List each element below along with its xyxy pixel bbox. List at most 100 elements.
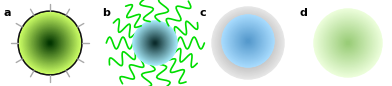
Circle shape	[237, 30, 260, 52]
Circle shape	[138, 26, 172, 60]
Circle shape	[43, 36, 57, 50]
Circle shape	[145, 33, 165, 53]
Circle shape	[146, 34, 164, 52]
Circle shape	[136, 23, 174, 63]
Circle shape	[244, 39, 252, 47]
Circle shape	[235, 28, 261, 54]
Circle shape	[233, 28, 263, 58]
Circle shape	[247, 40, 249, 42]
Circle shape	[334, 29, 363, 57]
Circle shape	[321, 16, 375, 70]
Circle shape	[149, 37, 161, 49]
Circle shape	[327, 22, 369, 64]
Circle shape	[347, 42, 349, 44]
Circle shape	[225, 18, 271, 64]
Circle shape	[34, 27, 66, 59]
Circle shape	[147, 35, 163, 51]
Circle shape	[223, 18, 273, 68]
Circle shape	[316, 11, 380, 75]
Circle shape	[42, 35, 58, 51]
Circle shape	[247, 42, 249, 44]
Circle shape	[339, 34, 356, 52]
Circle shape	[314, 9, 382, 77]
Circle shape	[243, 38, 253, 48]
Circle shape	[215, 10, 281, 76]
Circle shape	[241, 34, 255, 48]
Circle shape	[236, 31, 260, 55]
Circle shape	[241, 34, 255, 48]
Circle shape	[236, 29, 260, 53]
Circle shape	[42, 35, 58, 51]
Circle shape	[152, 40, 158, 46]
Circle shape	[20, 13, 80, 73]
Circle shape	[221, 16, 275, 70]
Circle shape	[217, 12, 279, 74]
Circle shape	[324, 19, 372, 67]
Circle shape	[146, 34, 164, 52]
Circle shape	[230, 23, 266, 59]
Circle shape	[341, 36, 355, 50]
Circle shape	[229, 22, 267, 60]
Circle shape	[318, 12, 379, 74]
Circle shape	[240, 33, 256, 49]
Circle shape	[145, 33, 165, 53]
Circle shape	[344, 39, 352, 47]
Circle shape	[242, 35, 254, 47]
Circle shape	[138, 26, 172, 60]
Text: c: c	[200, 8, 207, 18]
Circle shape	[46, 39, 54, 47]
Circle shape	[330, 26, 365, 60]
Circle shape	[24, 16, 76, 70]
Circle shape	[227, 22, 269, 64]
Circle shape	[237, 30, 259, 52]
Circle shape	[230, 25, 265, 61]
Circle shape	[24, 17, 76, 69]
Circle shape	[20, 13, 80, 73]
Circle shape	[231, 24, 265, 58]
Circle shape	[145, 33, 165, 53]
Circle shape	[38, 31, 62, 55]
Circle shape	[234, 29, 261, 57]
Circle shape	[150, 38, 160, 48]
Circle shape	[214, 9, 282, 77]
Circle shape	[338, 33, 358, 53]
Circle shape	[142, 30, 168, 56]
Circle shape	[222, 17, 274, 69]
Circle shape	[40, 33, 60, 53]
Circle shape	[230, 25, 266, 61]
Circle shape	[147, 35, 163, 51]
Circle shape	[25, 18, 75, 68]
Circle shape	[32, 25, 68, 61]
Circle shape	[144, 32, 166, 54]
Circle shape	[323, 18, 373, 68]
Circle shape	[153, 41, 157, 45]
Circle shape	[213, 8, 283, 78]
Circle shape	[218, 13, 278, 73]
Circle shape	[33, 26, 67, 60]
Circle shape	[135, 23, 175, 63]
Circle shape	[47, 40, 53, 46]
Circle shape	[343, 38, 353, 48]
Circle shape	[38, 31, 62, 55]
Circle shape	[33, 26, 67, 60]
Circle shape	[39, 32, 61, 54]
Circle shape	[237, 32, 259, 54]
Circle shape	[153, 41, 157, 45]
Circle shape	[317, 12, 379, 74]
Circle shape	[243, 36, 253, 46]
Circle shape	[319, 15, 376, 71]
Circle shape	[34, 27, 66, 59]
Circle shape	[134, 22, 176, 64]
Circle shape	[236, 29, 260, 53]
Circle shape	[234, 29, 262, 57]
Circle shape	[332, 27, 364, 59]
Circle shape	[243, 35, 254, 47]
Circle shape	[333, 28, 363, 58]
Circle shape	[154, 42, 156, 44]
Circle shape	[231, 24, 265, 58]
Circle shape	[345, 40, 351, 46]
Circle shape	[240, 33, 256, 49]
Circle shape	[141, 29, 169, 57]
Circle shape	[36, 29, 64, 57]
Circle shape	[330, 25, 366, 61]
